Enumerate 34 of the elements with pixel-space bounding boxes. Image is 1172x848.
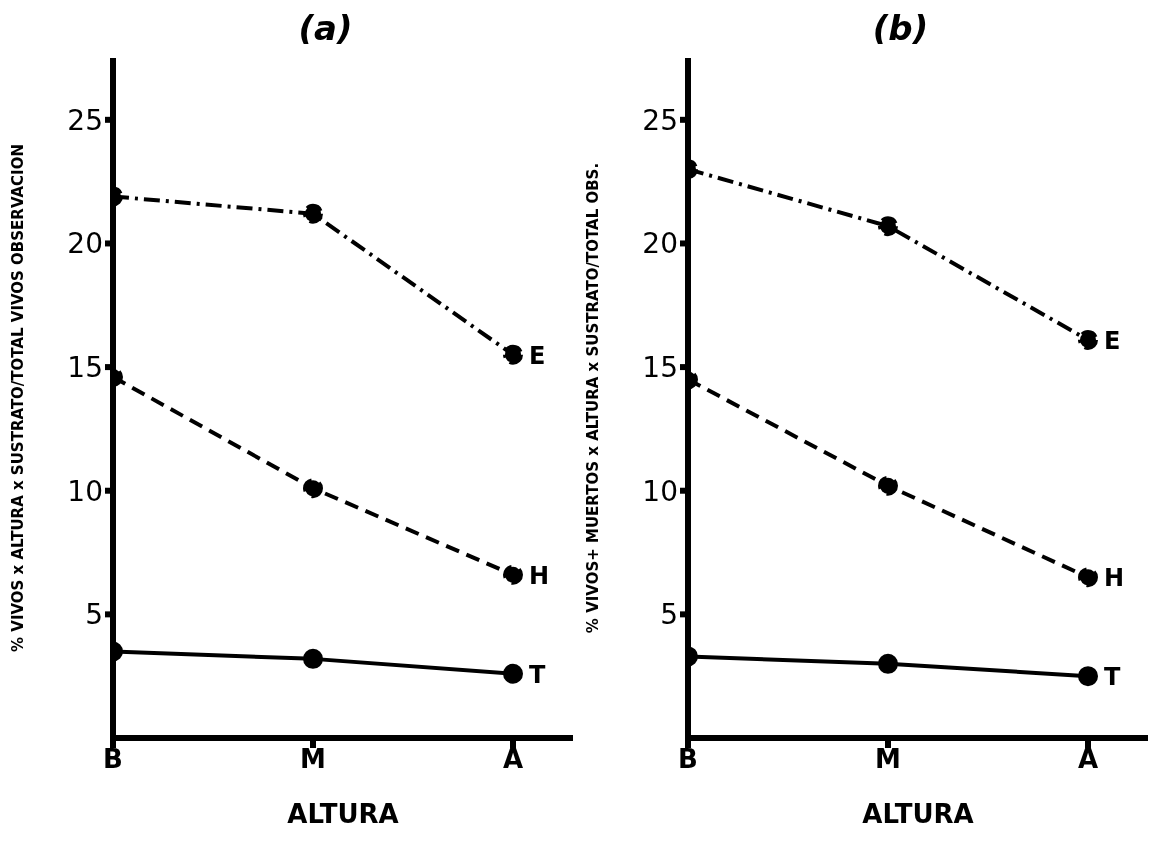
- series-label: E: [1104, 326, 1121, 355]
- x-axis-title: ALTURA: [862, 799, 974, 829]
- y-tick-label: 5: [85, 598, 103, 632]
- y-tick-label: 10: [67, 474, 103, 508]
- x-tick-label: M: [875, 744, 901, 775]
- y-tick-label: 10: [642, 474, 678, 508]
- point: [503, 564, 523, 585]
- x-tick-label: B: [678, 744, 698, 775]
- y-axis-title: % VIVOS x ALTURA x SUSTRATO/TOTAL VIVOS OBSERVACION: [9, 144, 28, 652]
- chart-title: (a): [297, 8, 354, 50]
- chart-title: (b): [871, 8, 930, 50]
- series-label: H: [529, 561, 550, 590]
- x-tick-label: M: [300, 744, 326, 775]
- y-tick-label: 20: [642, 227, 678, 261]
- y-tick-label: 15: [67, 351, 103, 385]
- x-tick-label: B: [103, 744, 123, 775]
- series-label: H: [1104, 564, 1125, 593]
- series-label: T: [529, 660, 546, 689]
- y-tick-label: 25: [642, 103, 678, 137]
- y-axis-title: % VIVOS+ MUERTOS x ALTURA x SUSTRATO/TOTAL OBS.: [584, 162, 603, 634]
- y-tick-label: 20: [67, 227, 103, 261]
- y-tick-label: 25: [67, 103, 103, 137]
- point: [1078, 567, 1098, 588]
- x-tick-label: A: [502, 744, 524, 775]
- series-label: T: [1104, 663, 1121, 692]
- point: [1078, 666, 1098, 687]
- point: [1078, 329, 1098, 350]
- x-tick-label: A: [1077, 744, 1099, 775]
- point: [503, 663, 523, 684]
- y-tick-label: 15: [642, 351, 678, 385]
- point: [503, 344, 523, 365]
- series-label: E: [529, 341, 546, 370]
- y-tick-label: 5: [660, 598, 678, 632]
- x-axis-title: ALTURA: [287, 799, 399, 829]
